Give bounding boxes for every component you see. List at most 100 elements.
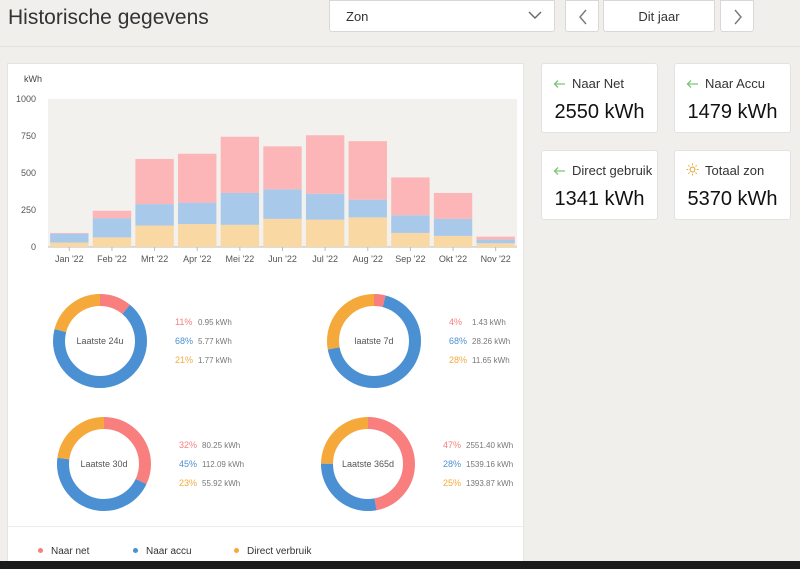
y-tick-label: 0	[31, 242, 36, 252]
donut-kwh: 11.65 kWh	[472, 356, 510, 365]
source-select-value: Zon	[346, 9, 369, 24]
x-tick-label: Jul '22	[312, 254, 338, 264]
donut-percent: 28%	[443, 459, 461, 469]
donut-kwh: 1.43 kWh	[472, 318, 506, 327]
bottom-bar	[0, 561, 800, 569]
donut-slice	[57, 417, 151, 511]
donut-kwh: 1.77 kWh	[198, 356, 232, 365]
donut-chart: Laatste 30d 32% 80.25 kWh 45% 112.09 kWh 23% 5…	[57, 417, 244, 511]
x-tick-label: Apr '22	[183, 254, 211, 264]
sun-icon	[686, 163, 699, 176]
donut-chart: Laatste 365d 47% 2551.40 kWh 28% 1539.16 kWh…	[321, 417, 513, 511]
bar-segment	[433, 235, 473, 247]
bar-segment	[178, 224, 217, 247]
donut-percent: 68%	[449, 336, 467, 346]
bar-segment	[178, 202, 217, 225]
donut-kwh: 1393.87 kWh	[466, 479, 513, 488]
donut-kwh: 2551.40 kWh	[466, 441, 513, 450]
donut-percent: 25%	[443, 478, 461, 488]
bar-segment	[50, 242, 89, 247]
legend-divider	[8, 526, 523, 527]
stat-card-naar-accu: Naar Accu 1479 kWh	[674, 63, 791, 133]
arrow-left-icon	[553, 80, 565, 88]
donut-percent: 32%	[179, 440, 197, 450]
donut-percent: 21%	[175, 355, 193, 365]
stat-label: Direct gebruik	[572, 163, 653, 178]
donut-kwh: 112.09 kWh	[202, 460, 244, 469]
stat-value: 1341 kWh	[554, 188, 645, 210]
bar-segment	[50, 233, 89, 243]
bar-segment	[433, 218, 473, 236]
donut-kwh: 0.95 kWh	[198, 318, 232, 327]
bar-segment	[263, 146, 302, 190]
bar-segment	[92, 218, 132, 238]
legend-label: Naar net	[51, 546, 90, 557]
donut-kwh: 28.26 kWh	[472, 337, 510, 346]
legend-dot	[133, 548, 138, 553]
stat-card-naar-net: Naar Net 2550 kWh	[541, 63, 658, 133]
y-tick-label: 1000	[16, 94, 36, 104]
donut-kwh: 1539.16 kWh	[466, 460, 513, 469]
chevron-left-icon	[579, 9, 587, 25]
y-axis-label: kWh	[24, 74, 42, 84]
chevron-right-icon	[734, 9, 742, 25]
donut-charts: Laatste 24u 11% 0.95 kWh 68% 5.77 kWh 21% 1.77…	[53, 294, 513, 511]
donut-center-label: Laatste 365d	[342, 459, 394, 469]
bar-segment	[220, 136, 260, 193]
bar-segment	[305, 193, 345, 220]
donut-slice	[57, 417, 151, 511]
bar-segment	[348, 199, 387, 218]
legend-label: Direct verbruik	[247, 546, 312, 557]
bar-segment	[476, 239, 515, 244]
bar-segment	[391, 232, 430, 247]
y-tick-label: 500	[21, 168, 36, 178]
source-select[interactable]: Zon	[329, 0, 555, 32]
x-tick-label: Jan '22	[55, 254, 84, 264]
arrow-left-icon	[686, 80, 698, 88]
bar-segment	[476, 236, 515, 240]
bar-segment	[348, 141, 387, 200]
stat-card-totaal-zon: Totaal zon 5370 kWh	[674, 150, 791, 220]
stat-label: Totaal zon	[705, 163, 765, 178]
donut-kwh: 5.77 kWh	[198, 337, 232, 346]
page-title: Historische gegevens	[8, 6, 209, 29]
stat-label: Naar Net	[572, 76, 625, 91]
stat-value: 1479 kWh	[687, 101, 778, 123]
donut-percent: 47%	[443, 440, 461, 450]
bar-segment	[348, 217, 387, 247]
stat-value: 5370 kWh	[687, 188, 778, 210]
x-tick-label: Okt '22	[439, 254, 467, 264]
period-selector[interactable]: Dit jaar	[603, 0, 715, 32]
legend-dot	[38, 548, 43, 553]
donut-slice	[321, 417, 415, 511]
stat-label: Naar Accu	[705, 76, 765, 91]
x-tick-label: Nov '22	[481, 254, 511, 264]
x-tick-label: Aug '22	[353, 254, 383, 264]
x-tick-label: Mrt '22	[141, 254, 168, 264]
donut-percent: 23%	[179, 478, 197, 488]
donut-kwh: 80.25 kWh	[202, 441, 240, 450]
bar-segment	[263, 218, 302, 247]
donut-slice	[321, 417, 415, 511]
next-period-button[interactable]	[720, 0, 754, 32]
stat-card-direct-gebruik: Direct gebruik 1341 kWh	[541, 150, 658, 220]
legend-naar-accu: Naar accu	[133, 546, 192, 557]
donut-percent: 11%	[175, 317, 192, 327]
donut-slice	[53, 294, 147, 388]
legend-direct-verbruik: Direct verbruik	[234, 546, 311, 557]
arrow-left-icon	[553, 167, 565, 175]
bar-segment	[220, 192, 260, 225]
bar-chart: kWh 0 250 500 750 1000 Jan '22 Feb '22 Mrt '22 Ap…	[16, 74, 517, 264]
donut-kwh: 55.92 kWh	[202, 479, 240, 488]
donut-center-label: laatste 7d	[354, 336, 393, 346]
donut-percent: 4%	[449, 317, 462, 327]
y-tick-label: 750	[21, 131, 36, 141]
legend-dot	[234, 548, 239, 553]
y-tick-label: 250	[21, 205, 36, 215]
bar-segment	[135, 158, 174, 205]
previous-period-button[interactable]	[565, 0, 599, 32]
bar-segment	[92, 210, 132, 219]
bar-segment	[50, 232, 89, 234]
x-tick-label: Jun '22	[268, 254, 297, 264]
x-tick-label: Mei '22	[225, 254, 254, 264]
